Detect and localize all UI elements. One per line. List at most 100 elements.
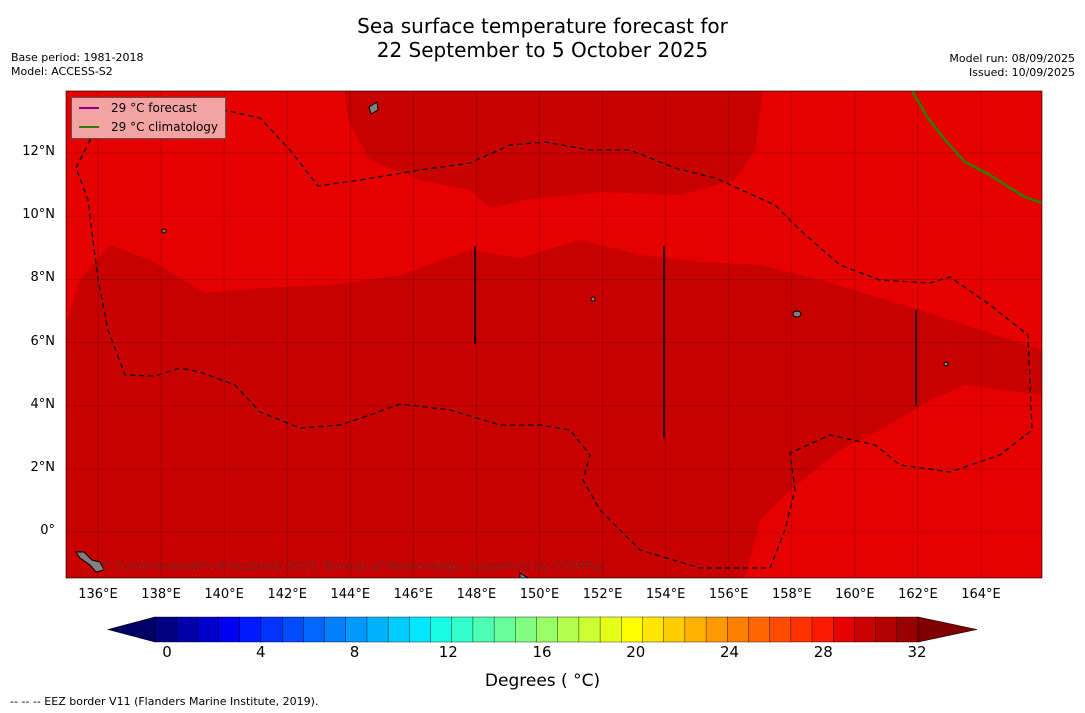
map-plot-area <box>66 91 1042 578</box>
colorbar-segment <box>599 616 622 643</box>
legend-item-forecast: 29 °C forecast <box>79 100 197 116</box>
colorbar-segment <box>409 616 432 643</box>
colorbar-over-arrow <box>917 616 978 643</box>
base-period: Base period: 1981-2018 <box>11 51 144 64</box>
colorbar-segment <box>303 616 326 643</box>
colorbar-segment <box>811 616 834 643</box>
colorbar-segment <box>875 616 898 643</box>
colorbar-segment <box>769 616 792 643</box>
colorbar-tick-label: 32 <box>907 643 927 661</box>
colorbar-segment <box>366 616 389 643</box>
colorbar-segment <box>748 616 771 643</box>
island-small-2 <box>590 296 596 302</box>
model-info: Base period: 1981-2018 Model: ACCESS-S2 <box>11 51 143 79</box>
lat-tick-label: 0° <box>40 523 55 539</box>
run-info: Model run: 08/09/2025 Issued: 10/09/2025 <box>949 52 1075 80</box>
lat-tick-label: 10°N <box>22 207 55 223</box>
colorbar-segment <box>705 616 728 643</box>
colorbar-tick-label: 24 <box>719 643 740 661</box>
colorbar-tick-label: 16 <box>532 643 552 661</box>
lon-tick-label: 140°E <box>204 587 244 602</box>
colorbar-tick-label: 28 <box>813 643 833 661</box>
lon-tick-label: 154°E <box>645 587 686 602</box>
sst-warm-region-north <box>345 91 763 208</box>
colorbar-segment <box>790 616 813 643</box>
graticule <box>66 91 1042 578</box>
model-run-date: Model run: 08/09/2025 <box>949 52 1075 65</box>
lon-tick-label: 138°E <box>141 587 181 602</box>
copyright-notice: © Commonwealth of Australia 2025, Bureau… <box>100 559 606 573</box>
colorbar-segment <box>642 616 665 643</box>
colorbar-tick-label: 0 <box>162 643 172 661</box>
island-south <box>519 572 529 578</box>
eez-border <box>75 104 1033 569</box>
colorbar-segment <box>578 616 601 643</box>
model-name: Model: ACCESS-S2 <box>11 65 113 78</box>
colorbar-segment <box>218 616 241 643</box>
chart-title: Sea surface temperature forecast for 22 … <box>0 14 1085 62</box>
climatology-29c-contour <box>910 91 1042 205</box>
colorbar-tick-label: 12 <box>438 643 458 661</box>
colorbar-segment <box>727 616 749 643</box>
climatology-line-swatch <box>79 126 99 128</box>
lon-tick-label: 142°E <box>267 587 307 602</box>
lon-tick-label: 136°E <box>78 587 118 602</box>
colorbar-segment <box>684 616 707 643</box>
colorbar-segment <box>833 616 855 643</box>
colorbar-segment <box>663 616 686 643</box>
legend-label-forecast: 29 °C forecast <box>111 101 197 115</box>
title-line-2: 22 September to 5 October 2025 <box>376 38 709 62</box>
island-guam <box>368 101 379 115</box>
island-small-3 <box>943 361 949 367</box>
colorbar-segment <box>324 616 347 643</box>
eez-footnote: -- -- -- EEZ border V11 (Flanders Marine… <box>10 695 319 708</box>
forecast-line-swatch <box>79 107 99 109</box>
colorbar-tick-label: 4 <box>255 643 266 661</box>
island-small-1 <box>161 228 167 234</box>
colorbar-segment <box>472 616 495 643</box>
colorbar-under-arrow <box>106 616 156 643</box>
title-line-1: Sea surface temperature forecast for <box>357 14 728 38</box>
lon-tick-label: 164°E <box>961 587 1001 602</box>
island-new-guinea-coast <box>75 551 105 573</box>
colorbar-segment <box>621 616 643 643</box>
colorbar-segment <box>175 616 198 643</box>
colorbar-segment <box>281 616 304 643</box>
colorbar-segment <box>345 616 368 643</box>
map-frame <box>65 90 1043 579</box>
lat-tick-label: 12°N <box>22 144 55 159</box>
island-pohnpei <box>792 310 802 318</box>
legend: 29 °C forecast 29 °C climatology <box>71 97 226 139</box>
sst-warm-region-main <box>66 240 1042 578</box>
lon-tick-label: 152°E <box>582 587 623 602</box>
lat-tick-label: 6°N <box>30 333 56 349</box>
colorbar-segment <box>239 616 262 643</box>
colorbar-segment <box>557 616 580 643</box>
lon-tick-label: 160°E <box>835 587 875 602</box>
colorbar-segment <box>854 616 877 643</box>
colorbar-segment <box>536 616 559 643</box>
colorbar-segment <box>260 616 283 643</box>
lat-tick-label: 8°N <box>30 270 56 286</box>
colorbar-segment <box>387 616 410 643</box>
lon-tick-label: 146°E <box>393 587 434 602</box>
colorbar <box>106 616 978 643</box>
lon-tick-label: 158°E <box>772 587 812 602</box>
colorbar-segment <box>154 616 177 643</box>
colorbar-segment <box>515 616 537 643</box>
lat-tick-label: 2°N <box>30 460 56 475</box>
colorbar-tick-label: 20 <box>626 643 646 661</box>
colorbar-tick-label: 8 <box>349 643 360 661</box>
legend-label-climatology: 29 °C climatology <box>111 120 219 134</box>
lon-tick-label: 150°E <box>519 587 560 602</box>
colorbar-segment <box>896 616 919 643</box>
lon-tick-label: 156°E <box>708 587 749 602</box>
colorbar-segment <box>493 616 516 643</box>
colorbar-segment <box>451 616 474 643</box>
legend-item-climatology: 29 °C climatology <box>79 119 218 135</box>
colorbar-segment <box>430 616 453 643</box>
lon-tick-label: 144°E <box>330 587 371 602</box>
issued-date: Issued: 10/09/2025 <box>968 66 1075 79</box>
islands <box>75 101 949 578</box>
